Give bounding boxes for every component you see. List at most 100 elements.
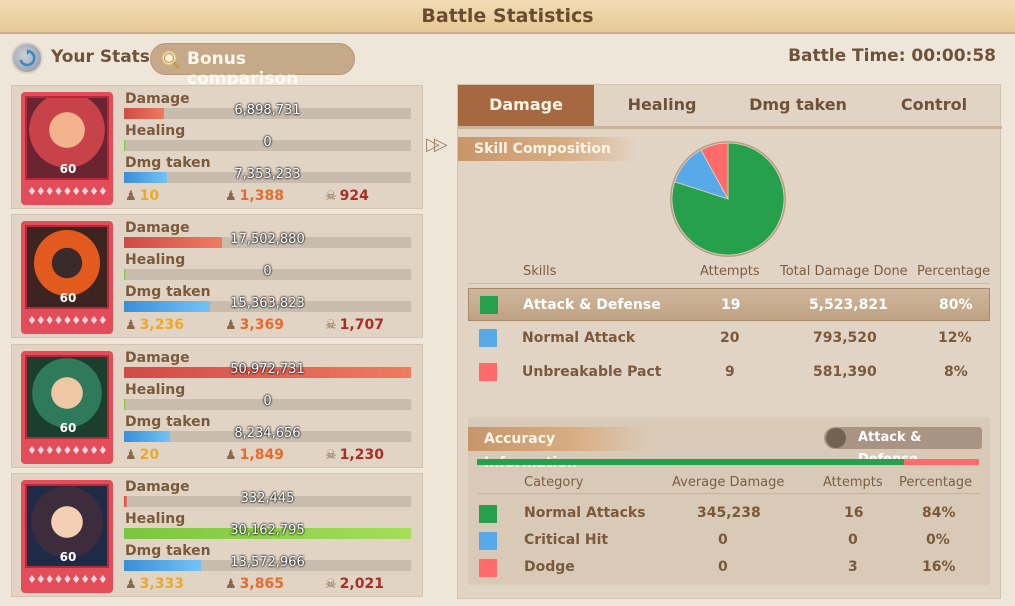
- damage-bar: 6,898,731: [124, 103, 411, 119]
- skill-row[interactable]: Unbreakable Pact 9 581,390 8%: [468, 356, 990, 389]
- counter-assists: ♟ 10: [125, 188, 159, 204]
- swatch: [479, 363, 497, 381]
- accuracy-bar: [477, 459, 979, 465]
- damage-bar: 17,502,880: [124, 232, 411, 248]
- healing-value: 0: [263, 264, 272, 279]
- skull-icon: ☠: [325, 448, 337, 463]
- back-button[interactable]: [11, 42, 43, 74]
- hero-star-rating-icon: ♦♦♦♦♦♦♦♦♦: [27, 314, 108, 327]
- death-value: 1,707: [339, 317, 384, 333]
- page-title: Battle Statistics: [421, 5, 594, 27]
- dmg-taken-bar: 15,363,823: [124, 296, 411, 312]
- hero-portrait[interactable]: 60 ♦♦♦♦♦♦♦♦♦: [21, 480, 113, 593]
- damage-fill: [124, 496, 127, 507]
- death-value: 2,021: [339, 576, 384, 592]
- accuracy-name: Critical Hit: [524, 532, 609, 548]
- accuracy-row: Normal Attacks 345,238 16 84%: [478, 501, 988, 528]
- counter-kills: ♟ 3,369: [225, 317, 284, 333]
- pie-slice-2: [700, 142, 729, 200]
- accuracy-box: Accuracy Information Attack & Defense Ca…: [468, 417, 990, 585]
- tab-healing[interactable]: Healing: [627, 95, 697, 114]
- healing-label: Healing: [125, 123, 186, 139]
- accuracy-avg: 345,238: [697, 505, 761, 521]
- healing-fill: [124, 399, 126, 410]
- hero-portrait[interactable]: 60 ♦♦♦♦♦♦♦♦♦: [21, 92, 113, 205]
- healing-fill: [124, 140, 126, 151]
- counter-kills: ♟ 1,849: [225, 447, 284, 463]
- damage-bar: 50,972,731: [124, 362, 411, 378]
- counter-assists: ♟ 3,236: [125, 317, 184, 333]
- skill-pie-chart: [670, 141, 786, 257]
- healing-label: Healing: [125, 252, 186, 268]
- hero-card[interactable]: 60 ♦♦♦♦♦♦♦♦♦ Damage 6,898,731 Healing 0 Dmg ta…: [11, 85, 423, 209]
- sword-icon: [826, 428, 846, 448]
- your-stats-label: Your Stats: [51, 47, 150, 67]
- accuracy-avg: 0: [718, 532, 728, 548]
- damage-label: Damage: [125, 91, 190, 107]
- damage-value: 6,898,731: [234, 103, 301, 118]
- skill-total: 581,390: [813, 364, 877, 380]
- dmg-taken-label: Dmg taken: [125, 543, 211, 559]
- hero-portrait[interactable]: 60 ♦♦♦♦♦♦♦♦♦: [21, 351, 113, 464]
- dmg-taken-fill: [124, 560, 202, 571]
- bonus-comparison-button[interactable]: Bonus comparison: [150, 43, 355, 89]
- kill-icon: ♟: [225, 318, 237, 333]
- skill-selector-chip[interactable]: Attack & Defense: [824, 427, 982, 467]
- tab-dmg-taken[interactable]: Dmg taken: [749, 95, 847, 114]
- accuracy-pct: 84%: [922, 505, 956, 521]
- accuracy-attempts: 16: [844, 505, 864, 521]
- col-percentage: Percentage: [899, 475, 973, 490]
- skill-composition-header: Skill Composition: [458, 137, 638, 161]
- tab-damage[interactable]: Damage: [458, 85, 594, 126]
- refresh-icon: [19, 49, 36, 67]
- damage-value: 50,972,731: [230, 362, 305, 377]
- hero-card[interactable]: 60 ♦♦♦♦♦♦♦♦♦ Damage 17,502,880 Healing 0 Dmg t…: [11, 214, 423, 338]
- kill-icon: ♟: [225, 577, 237, 592]
- swatch: [479, 532, 497, 550]
- tab-control[interactable]: Control: [900, 95, 968, 114]
- damage-fill: [124, 108, 165, 119]
- healing-value: 0: [263, 135, 272, 150]
- counter-deaths: ☠ 1,707: [325, 317, 384, 333]
- assist-value: 3,333: [139, 576, 184, 592]
- dmg-taken-fill: [124, 431, 170, 442]
- swatch: [480, 296, 498, 314]
- accuracy-miss-fill: [903, 459, 979, 465]
- healing-bar: 30,162,795: [124, 523, 411, 539]
- skill-name: Normal Attack: [522, 330, 636, 346]
- hero-avatar: [25, 96, 109, 180]
- skill-attempts: 9: [725, 364, 735, 380]
- skill-row[interactable]: Attack & Defense 19 5,523,821 80%: [468, 288, 990, 321]
- death-value: 924: [339, 188, 369, 204]
- dmg-taken-label: Dmg taken: [125, 284, 211, 300]
- hero-card[interactable]: 60 ♦♦♦♦♦♦♦♦♦ Damage 50,972,731 Healing 0 Dmg t…: [11, 344, 423, 468]
- hero-avatar: [25, 225, 109, 309]
- divider: [478, 493, 980, 494]
- skill-pct: 80%: [939, 297, 973, 313]
- hero-avatar: [25, 484, 109, 568]
- dmg-taken-bar: 13,572,966: [124, 555, 411, 571]
- dmg-taken-value: 13,572,966: [230, 555, 305, 570]
- assist-icon: ♟: [125, 189, 137, 204]
- accuracy-name: Normal Attacks: [524, 505, 646, 521]
- accuracy-pct: 16%: [922, 559, 956, 575]
- swatch: [479, 505, 497, 523]
- battle-time: Battle Time: 00:00:58: [788, 46, 996, 66]
- hero-level: 60: [59, 550, 77, 564]
- skill-total: 793,520: [813, 330, 877, 346]
- accuracy-avg: 0: [718, 559, 728, 575]
- hero-portrait[interactable]: 60 ♦♦♦♦♦♦♦♦♦: [21, 221, 113, 334]
- swatch: [479, 329, 497, 347]
- skill-row[interactable]: Normal Attack 20 793,520 12%: [468, 322, 990, 355]
- hero-card[interactable]: 60 ♦♦♦♦♦♦♦♦♦ Damage 332,445 Healing 30,162,79…: [11, 473, 423, 597]
- pie-slice-0: [671, 142, 785, 256]
- hero-level: 60: [59, 421, 77, 435]
- accuracy-hit-fill: [477, 459, 904, 465]
- accuracy-attempts: 3: [848, 559, 858, 575]
- col-category: Category: [524, 475, 584, 490]
- death-value: 1,230: [339, 447, 384, 463]
- healing-bar: 0: [124, 264, 411, 280]
- counter-kills: ♟ 3,865: [225, 576, 284, 592]
- dmg-taken-label: Dmg taken: [125, 155, 211, 171]
- assist-icon: ♟: [125, 577, 137, 592]
